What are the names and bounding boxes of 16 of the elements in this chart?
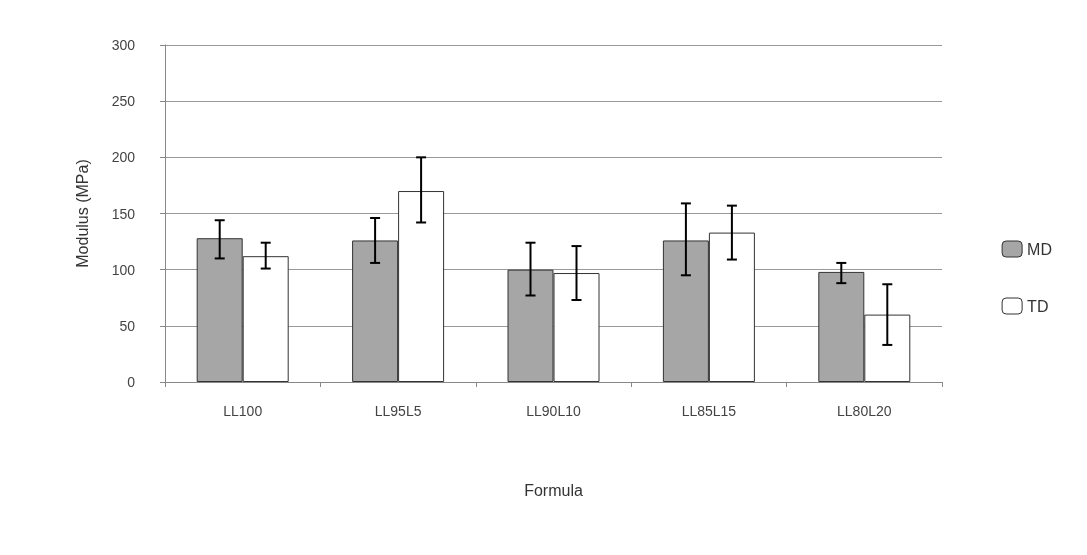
x-tick-label: LL95L5	[374, 403, 422, 419]
x-tick-label: LL80L20	[837, 403, 892, 419]
y-tick-label: 50	[119, 317, 136, 334]
y-tick-label: 100	[111, 261, 136, 278]
x-tick-label: LL100	[223, 403, 263, 419]
y-tick-label: 250	[111, 93, 136, 110]
y-tick-label: 0	[127, 374, 136, 390]
y-tick-label: 150	[111, 205, 136, 222]
x-tick-label: LL90L10	[526, 403, 581, 419]
y-tick-label: 200	[111, 149, 136, 166]
x-tick-label: LL85L15	[681, 403, 737, 419]
legend-label: MD	[1027, 240, 1053, 258]
x-axis-title: Formula	[524, 481, 583, 499]
y-tick-label: 300	[111, 37, 136, 53]
legend-label: TD	[1027, 297, 1049, 315]
y-axis-title: Modulus (MPa)	[73, 159, 91, 268]
